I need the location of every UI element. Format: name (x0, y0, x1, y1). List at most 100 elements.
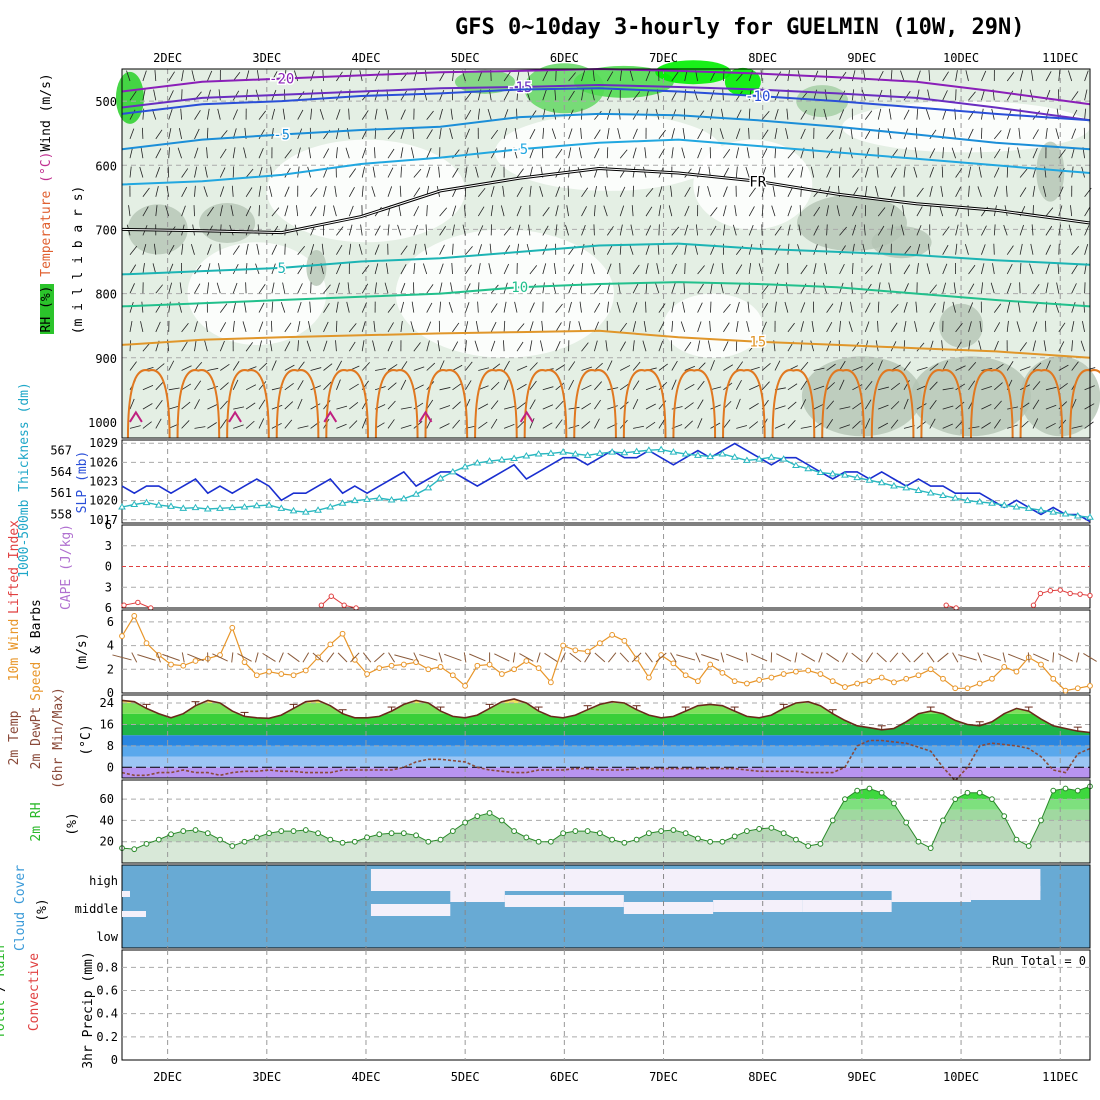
wind-barb-10m (1027, 652, 1030, 663)
rh-point (780, 830, 787, 837)
rh-point (756, 826, 763, 832)
surface-warm-contour (226, 369, 270, 439)
wind-barb (671, 71, 679, 82)
wind-barb-10m (137, 654, 156, 661)
wind-barb-10m (162, 653, 180, 661)
rh-point (217, 836, 223, 843)
wind-barb (323, 321, 329, 333)
rh-point (400, 830, 407, 837)
cape-label: CAPE (J/kg) (59, 524, 74, 610)
wind-barb (684, 365, 696, 371)
wind-barb (978, 166, 982, 178)
wind-barb (745, 166, 750, 178)
wind-barb (385, 108, 389, 120)
rh-point (143, 840, 150, 847)
wind-barb (1084, 225, 1090, 236)
slp-point (216, 504, 224, 511)
wind-barb (1070, 205, 1073, 217)
wind-barb (1045, 207, 1054, 217)
wind-barb (1045, 386, 1057, 391)
slp-point (571, 450, 580, 457)
slp-point (424, 483, 433, 491)
wind-barb (336, 128, 340, 139)
wind-barb (929, 284, 937, 294)
wind-barb (813, 263, 817, 275)
wind-barb (890, 186, 896, 197)
slp-point (890, 481, 898, 489)
wind-barb (942, 244, 949, 255)
wind-barb (903, 340, 906, 352)
wind-barb (697, 418, 703, 429)
wind-barb (413, 342, 421, 352)
slp-point (142, 498, 151, 506)
wind-barb (463, 205, 466, 217)
wind-barb (529, 362, 538, 371)
wind-barb (400, 147, 404, 159)
wind-barb (903, 147, 907, 159)
wind-barb (297, 147, 301, 159)
wind-barb (720, 282, 724, 294)
wind-barb (981, 422, 991, 429)
wind-barb (542, 108, 546, 120)
slp-point (853, 473, 862, 481)
wind-barb-10m (212, 653, 228, 662)
wind-barb (129, 147, 133, 159)
wind-barb (826, 148, 833, 159)
temp-label-3: (6hr Min/Max) (51, 687, 66, 789)
wind-barb (361, 340, 365, 352)
wind-barb (452, 341, 459, 352)
temp-units: (°C) (79, 724, 94, 755)
wind-barb (594, 381, 602, 391)
wind-barb (336, 282, 340, 294)
wind-barb (839, 301, 843, 313)
wind-barb (633, 425, 644, 429)
wind-barb (863, 224, 866, 236)
wind-barb (529, 399, 536, 410)
wind-speed-point (119, 633, 125, 639)
wind-barb (993, 167, 1000, 178)
surface-warm-contour (325, 369, 369, 439)
wind-barb (748, 187, 756, 198)
wind-barb (194, 110, 201, 120)
wind-barb (437, 340, 440, 352)
wind-barb (142, 342, 151, 352)
wind-barb (323, 186, 327, 197)
wind-barb (1019, 224, 1024, 236)
wind-barb (617, 128, 621, 139)
wind-barb (619, 224, 623, 236)
wind-barb (245, 243, 249, 255)
wind-barb (684, 187, 691, 198)
temp-label-1-part: 2m Temp (7, 710, 22, 765)
wind-barb (826, 419, 834, 429)
wind-speed-point (829, 678, 836, 685)
wind-speed-point (694, 678, 701, 685)
wind-barb (155, 129, 163, 140)
wind-barb (284, 205, 289, 217)
rh-point (204, 830, 211, 837)
rh-point (1074, 787, 1081, 794)
wind-barb (655, 282, 660, 294)
wind-barb (128, 205, 131, 217)
slp-point (975, 497, 984, 505)
wind-barb (439, 423, 450, 429)
wind-barb (800, 361, 809, 371)
wind-barb (503, 71, 511, 82)
wind-barb (630, 224, 634, 236)
wind-barb (606, 226, 614, 236)
wind-barb (824, 89, 827, 101)
cloud-label-part: Cloud Cover (13, 865, 28, 951)
wind-barb (771, 205, 776, 217)
wind-barb (697, 185, 700, 197)
wind-barb (336, 109, 341, 120)
wind-barb (632, 302, 638, 313)
wind-barb (465, 246, 473, 255)
slp-point (191, 503, 200, 511)
wind-barb (813, 403, 824, 410)
wind-barb (477, 225, 484, 236)
wind-barb (619, 205, 625, 217)
wind-barb (774, 90, 780, 101)
temp-band (122, 713, 1090, 725)
wind-barb (306, 340, 311, 352)
wind-barb (321, 243, 324, 255)
warm-marker (519, 410, 534, 423)
